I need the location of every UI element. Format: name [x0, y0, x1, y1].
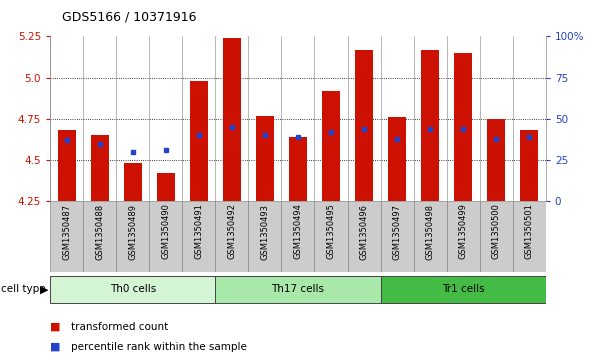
Text: GSM1350499: GSM1350499 — [458, 204, 468, 260]
Text: ▶: ▶ — [40, 285, 48, 294]
Bar — [520, 130, 538, 201]
Text: GSM1350495: GSM1350495 — [326, 204, 336, 260]
Text: transformed count: transformed count — [71, 322, 168, 332]
Text: Th17 cells: Th17 cells — [271, 285, 325, 294]
Bar — [487, 119, 505, 201]
Bar — [314, 201, 348, 272]
Text: GSM1350501: GSM1350501 — [525, 204, 534, 260]
Bar — [289, 137, 307, 201]
Bar — [447, 201, 480, 272]
Text: GSM1350497: GSM1350497 — [392, 204, 402, 260]
Bar — [91, 135, 109, 201]
Text: ■: ■ — [50, 322, 61, 332]
Bar — [116, 201, 149, 272]
Bar — [124, 163, 142, 201]
Bar — [50, 201, 83, 272]
Text: GSM1350494: GSM1350494 — [293, 204, 303, 260]
Bar — [355, 49, 373, 201]
Bar — [381, 201, 414, 272]
Bar — [190, 81, 208, 201]
Text: GSM1350489: GSM1350489 — [128, 204, 137, 260]
Bar — [50, 276, 215, 303]
Text: percentile rank within the sample: percentile rank within the sample — [71, 342, 247, 352]
Bar — [414, 201, 447, 272]
Bar — [381, 276, 546, 303]
Bar — [348, 201, 381, 272]
Text: GSM1350490: GSM1350490 — [161, 204, 171, 260]
Text: GSM1350491: GSM1350491 — [194, 204, 204, 260]
Bar — [83, 201, 116, 272]
Bar — [454, 53, 472, 201]
Bar — [322, 91, 340, 201]
Bar — [182, 201, 215, 272]
Bar — [256, 115, 274, 201]
Bar — [223, 38, 241, 201]
Text: cell type: cell type — [1, 285, 45, 294]
Text: GSM1350492: GSM1350492 — [227, 204, 237, 260]
Text: GSM1350498: GSM1350498 — [425, 204, 435, 260]
Bar — [480, 201, 513, 272]
Text: GSM1350500: GSM1350500 — [491, 204, 501, 260]
Bar — [388, 117, 406, 201]
Text: GSM1350493: GSM1350493 — [260, 204, 270, 260]
Bar — [281, 201, 314, 272]
Text: GSM1350487: GSM1350487 — [62, 204, 71, 260]
Bar — [215, 276, 381, 303]
Text: GSM1350488: GSM1350488 — [95, 204, 104, 260]
Bar — [421, 49, 439, 201]
Bar — [58, 130, 76, 201]
Bar — [513, 201, 546, 272]
Bar — [248, 201, 281, 272]
Text: Tr1 cells: Tr1 cells — [442, 285, 484, 294]
Text: GDS5166 / 10371916: GDS5166 / 10371916 — [62, 11, 196, 24]
Bar — [215, 201, 248, 272]
Bar — [157, 174, 175, 201]
Bar — [149, 201, 182, 272]
Text: Th0 cells: Th0 cells — [110, 285, 156, 294]
Text: ■: ■ — [50, 342, 61, 352]
Text: GSM1350496: GSM1350496 — [359, 204, 369, 260]
